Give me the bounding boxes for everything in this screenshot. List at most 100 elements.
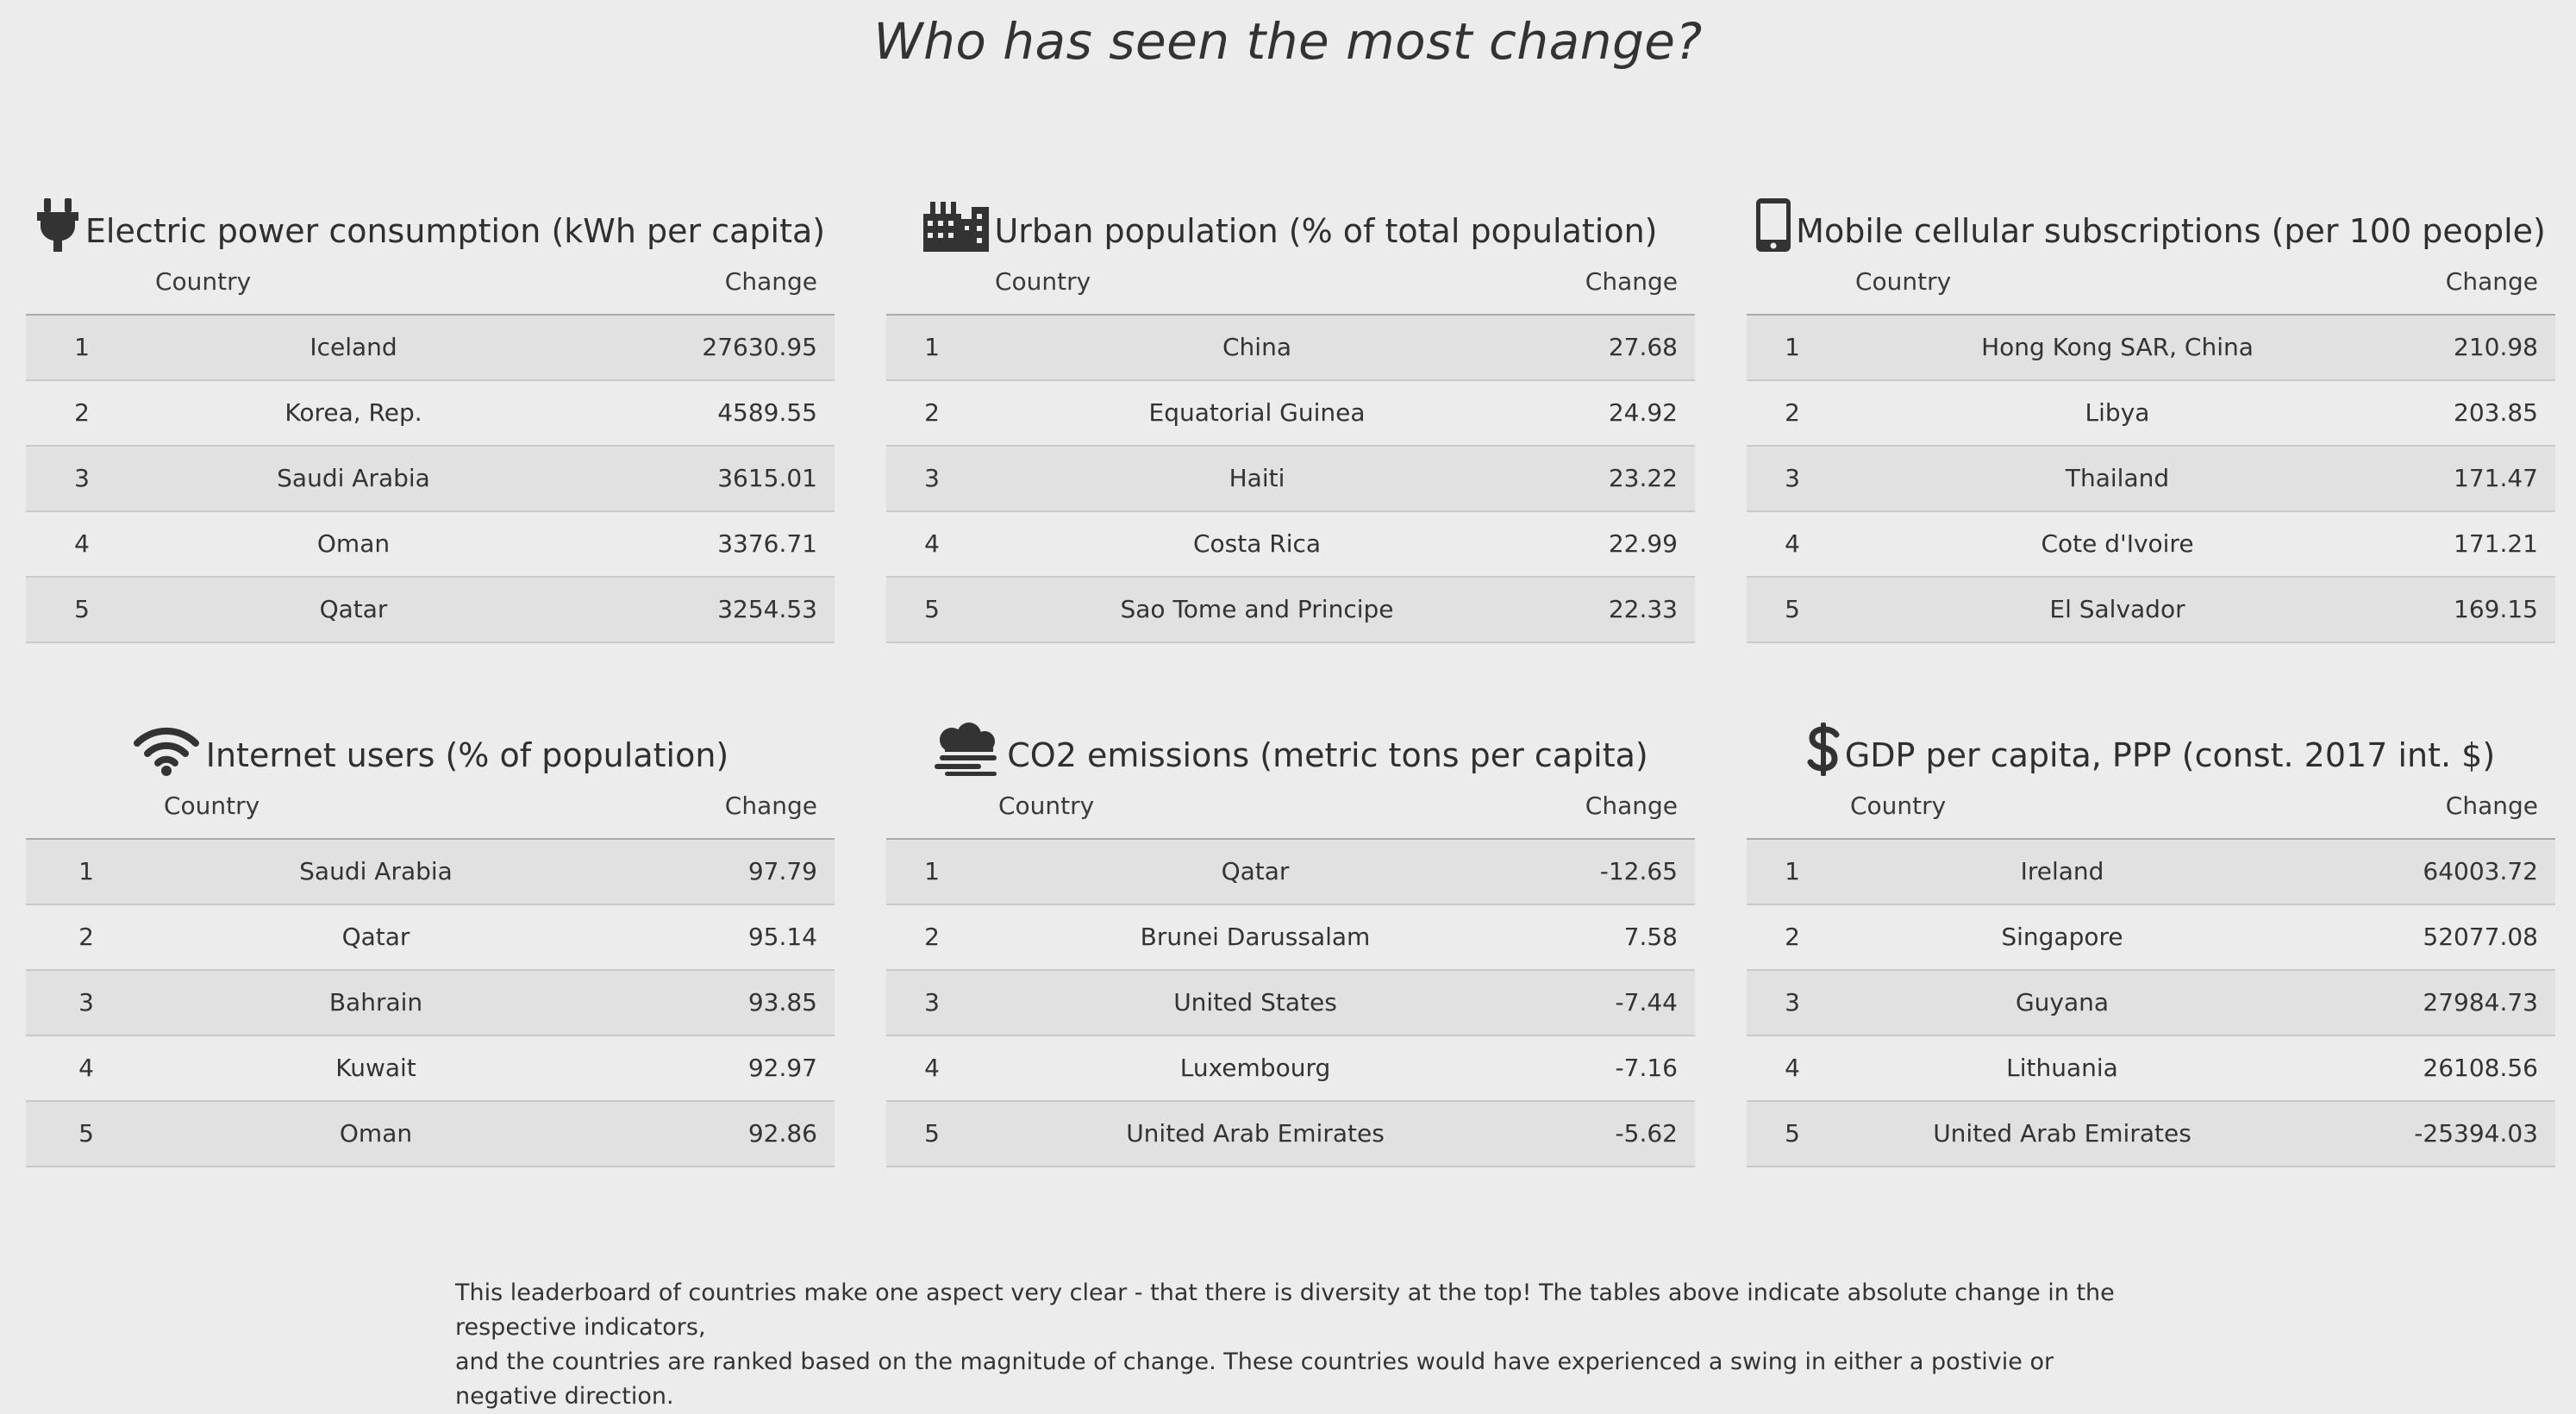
- change-cell: 171.21: [2454, 529, 2538, 558]
- country-column-header: Country: [995, 267, 1091, 296]
- rank-cell: 4: [74, 529, 90, 558]
- panel-header: CO2 emissions (metric tons per capita): [886, 707, 1695, 776]
- change-cell: 64003.72: [2423, 857, 2538, 885]
- rank-cell: 4: [78, 1054, 94, 1082]
- mobile-phone-icon: [1756, 198, 1791, 252]
- panel-title: CO2 emissions (metric tons per capita): [1007, 736, 1648, 774]
- rank-cell: 3: [78, 988, 94, 1017]
- rank-cell: 4: [1785, 529, 1800, 558]
- table-row: 3 Saudi Arabia 3615.01: [26, 447, 835, 512]
- change-cell: 24.92: [1608, 398, 1678, 427]
- table-row: 1 Hong Kong SAR, China 210.98: [1747, 316, 2555, 381]
- rank-cell: 2: [924, 923, 940, 951]
- table-row: 4 Lithuania 26108.56: [1747, 1036, 2555, 1102]
- rank-cell: 2: [78, 923, 94, 951]
- table-row: 3 Haiti 23.22: [886, 447, 1695, 512]
- panel-header: Mobile cellular subscriptions (per 100 p…: [1747, 183, 2555, 252]
- country-cell: Bahrain: [328, 988, 423, 1017]
- country-cell: Equatorial Guinea: [1148, 398, 1366, 427]
- change-cell: 203.85: [2454, 398, 2538, 427]
- country-column-header: Country: [155, 267, 252, 296]
- rank-cell: 5: [1785, 595, 1800, 623]
- panel-header: GDP per capita, PPP (const. 2017 int. $): [1747, 707, 2555, 776]
- change-cell: 95.14: [747, 923, 817, 951]
- table-row: 4 Luxembourg -7.16: [886, 1036, 1695, 1102]
- change-cell: 27630.95: [702, 333, 817, 361]
- country-cell: United Arab Emirates: [1933, 1119, 2191, 1148]
- table-row: 4 Costa Rica 22.99: [886, 512, 1695, 578]
- table-row: 2 Singapore 52077.08: [1747, 905, 2555, 971]
- rank-cell: 5: [78, 1119, 94, 1148]
- change-column-header: Change: [2445, 791, 2538, 820]
- rank-cell: 3: [924, 988, 940, 1017]
- rank-cell: 5: [74, 595, 90, 623]
- change-column-header: Change: [1585, 267, 1678, 296]
- change-cell: 7.58: [1623, 923, 1678, 951]
- rank-cell: 1: [74, 333, 90, 361]
- table-row: 3 Bahrain 93.85: [26, 971, 835, 1036]
- country-cell: Cote d'Ivoire: [2041, 529, 2194, 558]
- table-row: 5 United Arab Emirates -5.62: [886, 1102, 1695, 1167]
- rank-cell: 2: [1785, 398, 1800, 427]
- table-row: 5 Sao Tome and Principe 22.33: [886, 578, 1695, 643]
- country-cell: Thailand: [2065, 464, 2170, 492]
- change-column-header: Change: [724, 267, 817, 296]
- country-cell: Oman: [339, 1119, 413, 1148]
- table-row: 5 Oman 92.86: [26, 1102, 835, 1167]
- table-row: 4 Oman 3376.71: [26, 512, 835, 578]
- table-row: 1 Qatar -12.65: [886, 840, 1695, 905]
- change-cell: 4589.55: [717, 398, 817, 427]
- table-row: 2 Korea, Rep. 4589.55: [26, 381, 835, 447]
- change-cell: 27984.73: [2423, 988, 2538, 1017]
- country-cell: Ireland: [2020, 857, 2104, 885]
- country-cell: Qatar: [319, 595, 388, 623]
- change-cell: -25394.03: [2414, 1119, 2538, 1148]
- rank-cell: 1: [1785, 333, 1800, 361]
- table-header: Country Change: [1747, 252, 2555, 316]
- rank-cell: 4: [924, 529, 940, 558]
- country-column-header: Country: [164, 791, 260, 820]
- country-cell: Qatar: [1221, 857, 1290, 885]
- panel-internet-users: Internet users (% of population) Country…: [26, 707, 835, 1167]
- rank-cell: 1: [924, 333, 940, 361]
- country-cell: Hong Kong SAR, China: [1981, 333, 2254, 361]
- country-cell: United States: [1173, 988, 1337, 1017]
- table-row: 3 Thailand 171.47: [1747, 447, 2555, 512]
- change-column-header: Change: [1585, 791, 1678, 820]
- country-column-header: Country: [1850, 791, 1947, 820]
- rank-cell: 2: [924, 398, 940, 427]
- change-cell: 3615.01: [717, 464, 817, 492]
- country-cell: Sao Tome and Principe: [1120, 595, 1394, 623]
- table-row: 4 Kuwait 92.97: [26, 1036, 835, 1102]
- footer-line: This leaderboard of countries make one a…: [455, 1279, 2115, 1341]
- table-row: 3 United States -7.44: [886, 971, 1695, 1036]
- change-cell: 92.86: [747, 1119, 817, 1148]
- country-cell: Lithuania: [2006, 1054, 2118, 1082]
- footer-line: and the countries are ranked based on th…: [455, 1348, 2054, 1410]
- change-cell: -5.62: [1615, 1119, 1678, 1148]
- page-title: Who has seen the most change?: [873, 12, 1703, 71]
- rank-cell: 2: [1785, 923, 1800, 951]
- table-row: 1 Iceland 27630.95: [26, 316, 835, 381]
- rank-cell: 1: [78, 857, 94, 885]
- country-cell: China: [1222, 333, 1291, 361]
- table-header: Country Change: [886, 776, 1695, 840]
- change-cell: 92.97: [747, 1054, 817, 1082]
- change-cell: 52077.08: [2423, 923, 2538, 951]
- country-cell: Qatar: [341, 923, 410, 951]
- panel-electric-power: Electric power consumption (kWh per capi…: [26, 183, 835, 643]
- country-cell: United Arab Emirates: [1126, 1119, 1385, 1148]
- city-icon: [923, 198, 990, 252]
- rank-cell: 5: [1785, 1119, 1800, 1148]
- rank-cell: 2: [74, 398, 90, 427]
- table-header: Country Change: [886, 252, 1695, 316]
- rank-cell: 4: [1785, 1054, 1800, 1082]
- table-row: 3 Guyana 27984.73: [1747, 971, 2555, 1036]
- country-cell: Kuwait: [335, 1054, 416, 1082]
- rank-cell: 1: [924, 857, 940, 885]
- rank-cell: 3: [924, 464, 940, 492]
- panel-title: Mobile cellular subscriptions (per 100 p…: [1796, 212, 2546, 250]
- rank-cell: 5: [924, 1119, 940, 1148]
- panel-title: GDP per capita, PPP (const. 2017 int. $): [1844, 736, 2496, 774]
- country-cell: Oman: [316, 529, 391, 558]
